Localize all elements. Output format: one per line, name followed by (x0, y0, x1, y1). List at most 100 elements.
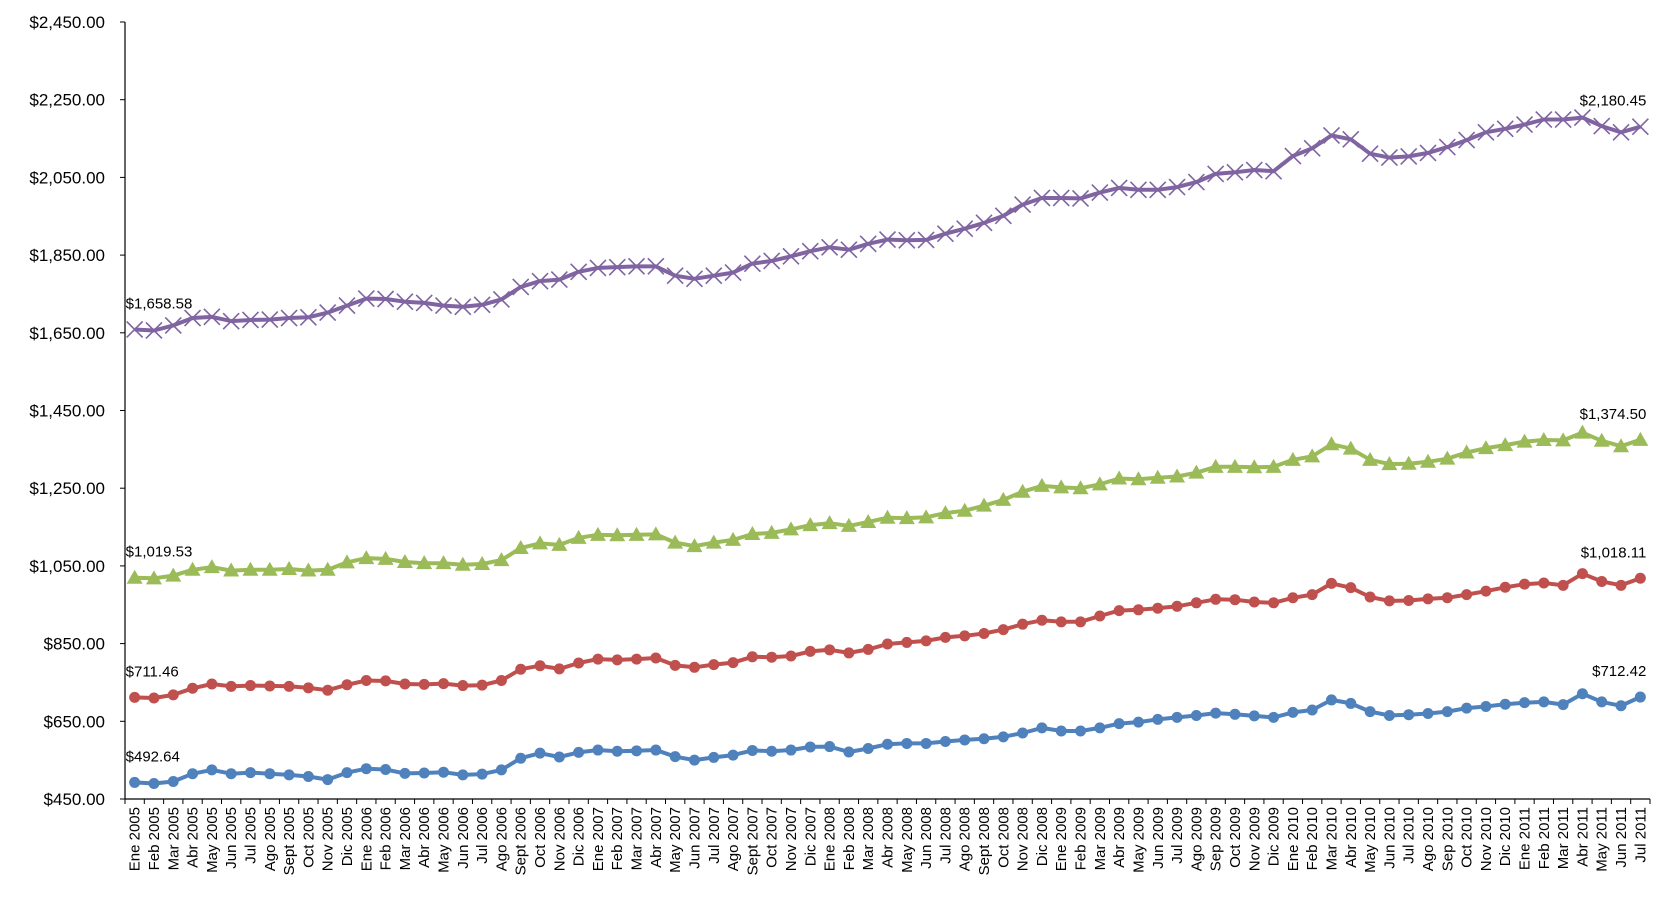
data-point (1287, 592, 1299, 604)
data-point (1245, 161, 1263, 179)
data-point (476, 679, 488, 691)
x-tick-label: Dic 2007 (802, 807, 819, 866)
data-point (1265, 458, 1282, 473)
data-point (1383, 595, 1395, 607)
x-tick-label: Nov 2010 (1478, 807, 1495, 871)
data-point (187, 768, 199, 780)
data-point (1149, 469, 1166, 484)
data-point (1055, 725, 1067, 737)
data-point (882, 738, 893, 750)
data-point (476, 768, 488, 780)
data-point (1576, 688, 1588, 700)
data-point (647, 257, 665, 275)
data-point (1033, 477, 1050, 492)
x-tick-label: Ago 2008 (957, 807, 974, 871)
data-point (1573, 109, 1592, 127)
data-point (647, 526, 664, 541)
data-point (1268, 711, 1280, 723)
x-tick-label: Jul 2005 (242, 807, 259, 864)
data-point (167, 776, 179, 788)
y-tick-label: $650.00 (44, 712, 105, 731)
series-line (134, 571, 1641, 700)
x-tick-label: Mar 2008 (860, 807, 877, 870)
x-tick-label: Sept 2006 (513, 807, 530, 875)
data-point (1171, 711, 1183, 723)
x-tick-label: Feb 2009 (1073, 807, 1090, 870)
data-point (1631, 118, 1649, 136)
data-point (976, 497, 993, 512)
x-tick-label: Nov 2005 (320, 807, 337, 871)
data-point (939, 631, 951, 643)
data-point (628, 526, 645, 541)
x-tick-label: Jul 2010 (1401, 807, 1418, 864)
x-tick-label: Ene 2010 (1285, 807, 1302, 871)
data-point (1229, 708, 1241, 720)
data-point (302, 682, 314, 694)
data-point (1361, 145, 1379, 163)
data-point (882, 638, 893, 650)
x-tick-label: Sept 2005 (281, 807, 298, 875)
data-point (261, 311, 279, 329)
data-point (744, 526, 761, 541)
data-point (283, 680, 295, 692)
data-point (531, 272, 549, 290)
data-point (184, 561, 201, 576)
data-point (358, 550, 375, 565)
x-tick-label: May 2009 (1130, 807, 1147, 873)
data-point (936, 225, 954, 243)
data-point (1555, 432, 1572, 447)
data-point (1306, 589, 1318, 601)
data-point (261, 561, 278, 576)
data-point (434, 297, 453, 315)
data-point (1325, 577, 1337, 589)
data-point (801, 242, 819, 260)
data-point (978, 733, 990, 745)
data-point (1094, 610, 1106, 622)
data-point (631, 653, 643, 665)
x-tick-label: May 2010 (1362, 807, 1379, 873)
data-point (1210, 707, 1222, 719)
data-point (746, 744, 758, 756)
data-point (148, 777, 160, 789)
data-point (1557, 699, 1569, 711)
data-point (299, 308, 317, 326)
data-point (724, 264, 742, 282)
data-point (1596, 575, 1608, 587)
data-point (650, 744, 662, 756)
x-tick-label: Mar 2006 (397, 807, 414, 870)
data-point (1632, 431, 1649, 446)
data-point (1499, 698, 1511, 710)
y-tick-label: $2,050.00 (29, 168, 105, 187)
data-point (766, 745, 778, 757)
data-point (1634, 572, 1646, 584)
data-point (1439, 450, 1456, 465)
data-point (901, 636, 913, 648)
y-tick-label: $850.00 (44, 635, 105, 654)
data-point (1149, 181, 1167, 199)
data-point (1403, 709, 1415, 721)
data-point (225, 680, 237, 692)
data-point (804, 645, 816, 657)
x-tick-label: Feb 2011 (1536, 807, 1553, 869)
data-point (1615, 579, 1627, 591)
data-point (918, 509, 935, 524)
data-point (360, 763, 372, 775)
data-point (492, 290, 510, 308)
data-point (164, 316, 182, 334)
data-point (766, 651, 778, 663)
data-point (1036, 722, 1048, 734)
data-labels: $492.64 $712.42 $711.46 $1,018.11 $1,019.53 $… (126, 93, 1647, 766)
data-point (1461, 702, 1473, 714)
data-point (862, 742, 874, 754)
data-point (283, 769, 295, 781)
data-point (824, 741, 836, 753)
data-point (435, 555, 452, 570)
data-point (1554, 110, 1572, 129)
data-point (1226, 163, 1244, 181)
data-point (782, 521, 799, 536)
data-point (708, 751, 720, 763)
data-point (1129, 181, 1148, 199)
data-point (570, 263, 588, 281)
x-tick-label: Jun 2011 (1613, 807, 1630, 868)
